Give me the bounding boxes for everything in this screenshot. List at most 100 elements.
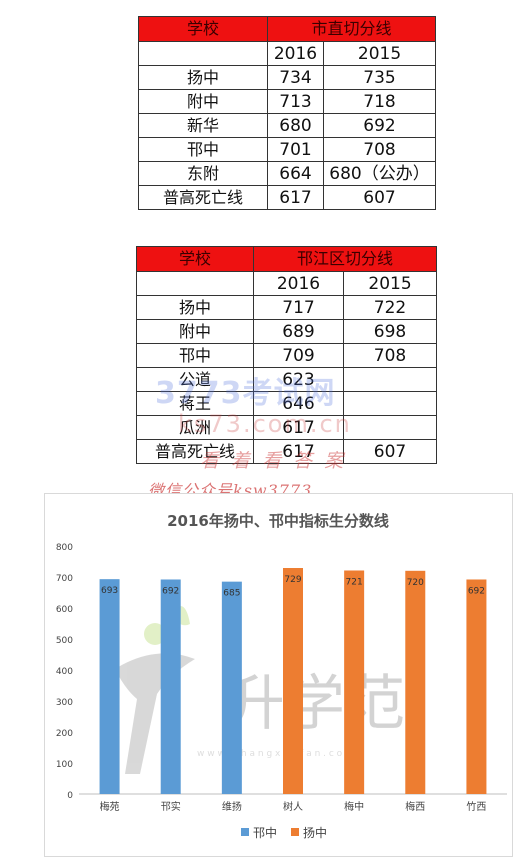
legend: 邗中 扬中 bbox=[241, 825, 327, 840]
bar bbox=[99, 579, 120, 794]
bar-value-label: 721 bbox=[346, 577, 363, 587]
score-2016: 646 bbox=[253, 391, 344, 416]
table-row: 普高死亡线 617 607 bbox=[138, 185, 437, 210]
score-2015: 708 bbox=[322, 137, 437, 162]
x-tick-label: 树人 bbox=[283, 800, 303, 813]
score-2015: 680（公办） bbox=[322, 161, 437, 186]
blank-cell bbox=[138, 41, 268, 66]
table-row: 邗中 709 708 bbox=[136, 343, 438, 368]
bar-value-label: 720 bbox=[407, 578, 424, 588]
chart-panel: 升学范 w w w . s h a n g x u e f a n . c o … bbox=[44, 493, 513, 857]
score-2016: 701 bbox=[267, 137, 324, 162]
school-name: 扬中 bbox=[136, 295, 254, 320]
bar bbox=[466, 579, 487, 794]
logo-head bbox=[144, 623, 166, 645]
bar bbox=[405, 570, 426, 794]
year-row: 2016 2015 bbox=[136, 271, 438, 296]
x-tick-label: 梅苑 bbox=[100, 800, 120, 813]
score-2016: 617 bbox=[253, 439, 344, 464]
bar-value-label: 692 bbox=[162, 586, 179, 596]
table-row: 附中 713 718 bbox=[138, 89, 437, 114]
school-name: 附中 bbox=[136, 319, 254, 344]
chart-logo-text: 升学范 bbox=[225, 669, 405, 739]
school-name: 邗中 bbox=[136, 343, 254, 368]
bar-value-label: 729 bbox=[284, 575, 301, 585]
school-name: 扬中 bbox=[138, 65, 268, 90]
score-2015 bbox=[342, 415, 438, 440]
table-row: 公道 623 bbox=[136, 367, 438, 392]
school-name: 蒋王 bbox=[136, 391, 254, 416]
logo-figure bbox=[115, 653, 195, 774]
table-row: 扬中 717 722 bbox=[136, 295, 438, 320]
year-2015: 2015 bbox=[342, 271, 438, 296]
chart-logo-url: w w w . s h a n g x u e f a n . c o m bbox=[197, 749, 354, 759]
table-row: 邗中 701 708 bbox=[138, 137, 437, 162]
x-axis-labels: 梅苑 邗实 维扬 树人 梅中 梅西 竹西 bbox=[100, 800, 487, 813]
bar-value-label: 693 bbox=[101, 586, 118, 596]
bar bbox=[283, 568, 303, 794]
y-tick-label: 600 bbox=[56, 605, 73, 615]
school-name: 附中 bbox=[138, 89, 268, 114]
year-2016: 2016 bbox=[253, 271, 344, 296]
bars: 693 692 685 729 721 720 692 bbox=[99, 568, 487, 794]
legend-swatch bbox=[241, 828, 249, 836]
bar-value-label: 692 bbox=[468, 586, 485, 596]
y-tick-label: 200 bbox=[56, 729, 73, 739]
bar-chart: 升学范 w w w . s h a n g x u e f a n . c o … bbox=[56, 512, 507, 840]
score-2015 bbox=[342, 391, 438, 416]
score-2016: 709 bbox=[253, 343, 344, 368]
y-tick-label: 700 bbox=[56, 574, 73, 584]
header-school: 学校 bbox=[136, 246, 254, 272]
bar bbox=[221, 581, 242, 794]
score-2016: 713 bbox=[267, 89, 324, 114]
score-2016: 680 bbox=[267, 113, 324, 138]
score-2015: 735 bbox=[322, 65, 437, 90]
table-header-row: 学校 邗江区切分线 bbox=[136, 246, 438, 272]
bar bbox=[344, 570, 365, 794]
bar bbox=[160, 579, 181, 794]
school-name: 新华 bbox=[138, 113, 268, 138]
legend-label: 扬中 bbox=[303, 825, 327, 840]
y-axis: 0 100 200 300 400 500 600 700 800 bbox=[56, 543, 73, 801]
table-row: 瓜洲 617 bbox=[136, 415, 438, 440]
score-2016: 617 bbox=[253, 415, 344, 440]
score-2016: 717 bbox=[253, 295, 344, 320]
score-2016: 623 bbox=[253, 367, 344, 392]
table-row: 新华 680 692 bbox=[138, 113, 437, 138]
table-row: 蒋王 646 bbox=[136, 391, 438, 416]
year-2016: 2016 bbox=[267, 41, 324, 66]
x-tick-label: 梅西 bbox=[405, 800, 425, 813]
y-tick-label: 500 bbox=[56, 636, 73, 646]
x-tick-label: 维扬 bbox=[222, 800, 242, 813]
table-header-row: 学校 市直切分线 bbox=[138, 16, 437, 42]
table-row: 附中 689 698 bbox=[136, 319, 438, 344]
blank-cell bbox=[136, 271, 254, 296]
score-2015: 718 bbox=[322, 89, 437, 114]
header-title: 邗江区切分线 bbox=[252, 246, 438, 272]
year-2015: 2015 bbox=[322, 41, 437, 66]
school-name: 邗中 bbox=[138, 137, 268, 162]
x-tick-label: 邗实 bbox=[161, 800, 181, 813]
school-name: 普高死亡线 bbox=[136, 439, 254, 464]
table-row: 东附 664 680（公办） bbox=[138, 161, 437, 186]
score-2015: 698 bbox=[342, 319, 438, 344]
legend-label: 邗中 bbox=[253, 825, 277, 840]
school-name: 普高死亡线 bbox=[138, 185, 268, 210]
hanjiang-cutoff-table: 学校 邗江区切分线 2016 2015 扬中 717 722 附中 689 69… bbox=[136, 246, 438, 464]
y-tick-label: 0 bbox=[67, 791, 73, 801]
table-row: 扬中 734 735 bbox=[138, 65, 437, 90]
y-tick-label: 300 bbox=[56, 698, 73, 708]
chart-logo-watermark: 升学范 w w w . s h a n g x u e f a n . c o … bbox=[115, 606, 405, 774]
x-tick-label: 梅中 bbox=[344, 800, 364, 813]
school-name: 公道 bbox=[136, 367, 254, 392]
bar-value-label: 685 bbox=[223, 589, 240, 599]
table-row: 普高死亡线 617 607 bbox=[136, 439, 438, 464]
city-cutoff-table: 学校 市直切分线 2016 2015 扬中 734 735 附中 713 718… bbox=[138, 16, 437, 210]
score-2015: 607 bbox=[342, 439, 438, 464]
score-2016: 664 bbox=[267, 161, 324, 186]
school-name: 东附 bbox=[138, 161, 268, 186]
x-tick-label: 竹西 bbox=[466, 800, 486, 813]
school-name: 瓜洲 bbox=[136, 415, 254, 440]
year-row: 2016 2015 bbox=[138, 41, 437, 66]
chart-title: 2016年扬中、邗中指标生分数线 bbox=[167, 512, 389, 530]
